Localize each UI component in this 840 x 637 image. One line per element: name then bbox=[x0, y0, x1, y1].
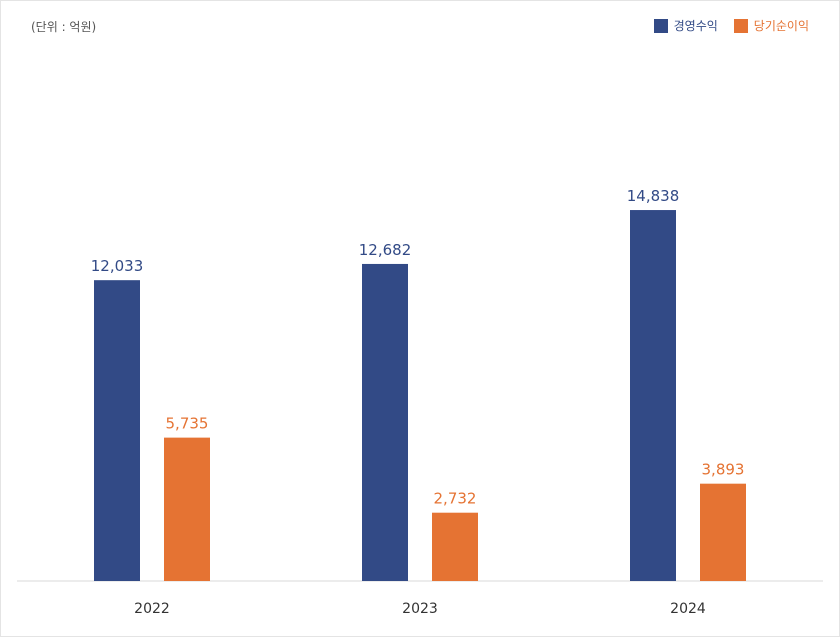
legend-swatch-net-income bbox=[733, 18, 748, 33]
bar-revenue-2024 bbox=[630, 210, 676, 582]
legend-label-revenue: 경영수익 bbox=[673, 19, 718, 33]
legend-item-revenue: 경영수익 bbox=[653, 17, 718, 34]
x-tick-label-2024: 2024 bbox=[670, 601, 706, 617]
data-label-revenue-2022: 12,033 bbox=[91, 257, 144, 275]
legend-item-net-income: 당기순이익 bbox=[733, 17, 809, 34]
bar-revenue-2023 bbox=[362, 263, 408, 581]
data-label-revenue-2024: 14,838 bbox=[627, 187, 680, 205]
unit-label: (단위 : 억원) bbox=[31, 20, 97, 34]
x-tick-label-2022: 2022 bbox=[134, 601, 170, 617]
bar-net-income-2024 bbox=[700, 483, 746, 581]
data-label-net-income-2024: 3,893 bbox=[702, 461, 745, 479]
data-label-net-income-2023: 2,732 bbox=[434, 490, 477, 508]
bar-net-income-2022 bbox=[164, 437, 210, 581]
legend-label-net-income: 당기순이익 bbox=[753, 19, 809, 33]
data-label-revenue-2023: 12,682 bbox=[359, 241, 412, 259]
data-label-net-income-2022: 5,735 bbox=[166, 415, 209, 433]
bar-net-income-2023 bbox=[432, 512, 478, 581]
legend-swatch-revenue bbox=[653, 18, 668, 33]
legend: 경영수익 당기순이익 bbox=[653, 17, 809, 34]
x-tick-label-2023: 2023 bbox=[402, 601, 438, 617]
bar-revenue-2022 bbox=[94, 280, 140, 581]
